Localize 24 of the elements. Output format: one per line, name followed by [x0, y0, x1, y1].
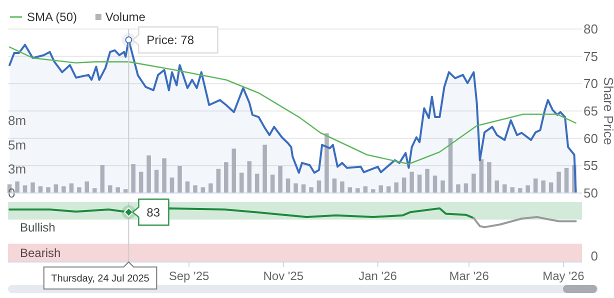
x-tick-label: Nov '25: [263, 269, 304, 284]
legend-label: Volume: [105, 10, 146, 24]
x-tick-label: Mar '26: [449, 269, 490, 284]
band-label: Bearish: [20, 246, 61, 260]
text: Thursday, 24 Jul 2025: [51, 274, 150, 284]
annotation: Price: 78: [146, 33, 194, 48]
y2-tick-label: 8m: [8, 113, 26, 128]
y2-tick-label: 5m: [8, 137, 26, 152]
y-tick-label: 75: [584, 48, 598, 64]
y-tick-label: 80: [584, 22, 598, 37]
band-label: Bullish: [20, 220, 56, 235]
y-tick-label: 65: [584, 104, 598, 119]
text: 0: [590, 248, 598, 264]
y-tick-label: 70: [584, 76, 598, 92]
annotation: 83: [146, 205, 160, 220]
y-axis-title: Share Price: [601, 77, 614, 145]
legend-label: SMA (50): [27, 10, 78, 24]
y2-tick-label: 3m: [8, 161, 26, 176]
y-tick-label: 50: [584, 186, 598, 201]
y-tick-label: 60: [584, 130, 598, 146]
x-tick-label: Jan '26: [358, 269, 398, 284]
x-tick-label: May '26: [542, 269, 585, 284]
y-tick-label: 55: [584, 158, 598, 174]
x-tick-label: Sep '25: [168, 269, 210, 284]
